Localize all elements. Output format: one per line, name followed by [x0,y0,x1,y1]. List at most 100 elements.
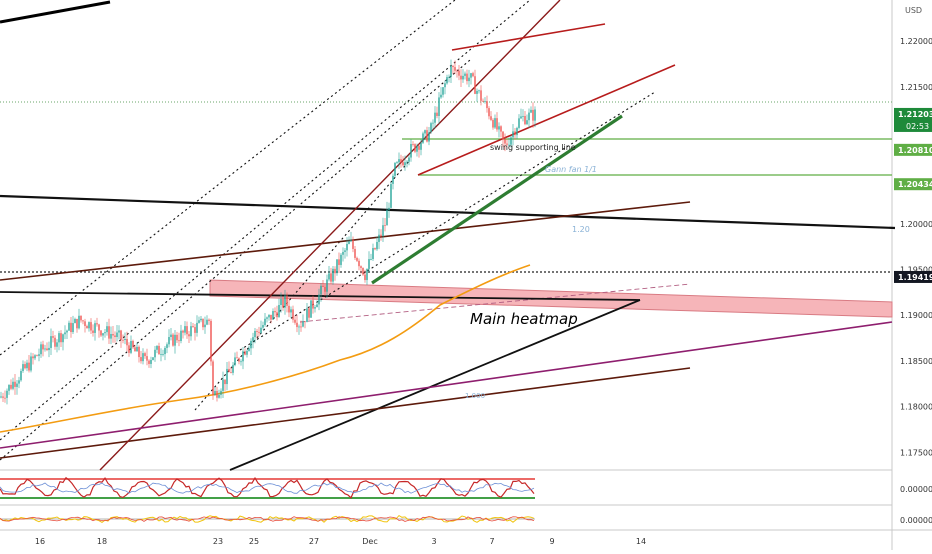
candle-body [272,311,274,320]
candle-body [88,322,90,329]
candle-body [480,90,482,101]
candle-body [532,109,534,121]
candle-body [410,143,412,158]
candle-body [512,131,514,138]
price-axis: 1.22000 1.21500 1.20000 1.19500 1.19000 1.185… [900,37,932,457]
candle-body [268,314,270,318]
candle-body [246,350,248,355]
candle-body [66,330,68,333]
candle-body [374,248,376,250]
osc2-wave [0,514,535,523]
candle-body [430,123,432,133]
currency-label: USD [905,6,922,15]
candle-body [416,145,418,152]
candle-body [24,364,26,369]
candle-body [422,133,424,143]
candle-body [34,355,36,359]
candle-body [356,257,358,261]
candle-body [172,334,174,346]
candle-body [330,273,332,282]
price-badges: 1.21203 02:53 1.20810 1.20434 1.19419 [894,107,932,283]
candle-body [486,101,488,109]
candle-body [200,318,202,321]
candle-body [86,326,88,329]
candle-body [280,298,282,305]
candle-body [380,234,382,237]
candle-body [482,100,484,102]
candle-body [444,83,446,88]
candle-body [36,355,38,357]
candle-body [116,332,118,338]
price-badge-timer: 02:53 [906,122,929,131]
candle-body [264,318,266,326]
candle-body [460,75,462,80]
candle-body [254,330,256,338]
candle-body [130,340,132,353]
candle-body [302,321,304,327]
time-tick-label: 3 [431,537,436,546]
candle-body [46,348,48,351]
candle-body [150,359,152,364]
candle-body [204,324,206,328]
candle-body [158,345,160,355]
candle-body [524,115,526,125]
candle-body [28,362,30,371]
candle-body [76,318,78,329]
candle-body [404,162,406,166]
candle-body [468,77,470,82]
candle-body [48,347,50,351]
candle-body [434,112,436,123]
candle-body [328,273,330,280]
candle-body [32,356,34,359]
candle-body [194,327,196,333]
candle-body [176,334,178,341]
candle-body [338,259,340,265]
candle-body [510,137,512,145]
candle-body [98,324,100,331]
candle-body [368,259,370,269]
candle-body [420,142,422,150]
candle-body [534,109,536,121]
time-tick-label: 14 [636,537,646,546]
candle-body [326,279,328,292]
candle-body [354,248,356,258]
candle-body [62,334,64,343]
price-tick-label: 1.21500 [900,83,932,92]
candle-body [332,268,334,282]
candle-body [216,390,218,398]
candle-body [168,336,170,345]
candle-body [318,294,320,305]
candle-body [38,354,40,356]
candle-body [232,365,234,373]
candle-body [366,268,368,281]
candle-body [260,327,262,333]
annotation-fib2: 1.000 [465,392,485,400]
candle-body [252,337,254,341]
candle-body [490,116,492,120]
candle-body [402,162,404,166]
candle-body [310,300,312,318]
candle-body [458,70,460,76]
candle-body [388,207,390,210]
candle-body [504,139,506,144]
annotation-gann: Gann fan 1/1 [545,165,597,174]
candle-body [242,351,244,362]
candle-body [244,351,246,355]
candle-body [438,97,440,116]
candle-body [92,330,94,333]
candle-body [12,381,14,389]
candle-body [456,70,458,72]
candle-body [6,390,8,398]
candle-body [464,73,466,76]
candle-body [220,390,222,395]
candle-body [398,159,400,163]
candle-body [14,381,16,387]
candle-body [462,75,464,80]
candle-body [184,326,186,333]
time-tick-label: Dec [362,537,377,546]
candle-body [106,326,108,333]
price-tick-label: 1.22000 [900,37,932,46]
